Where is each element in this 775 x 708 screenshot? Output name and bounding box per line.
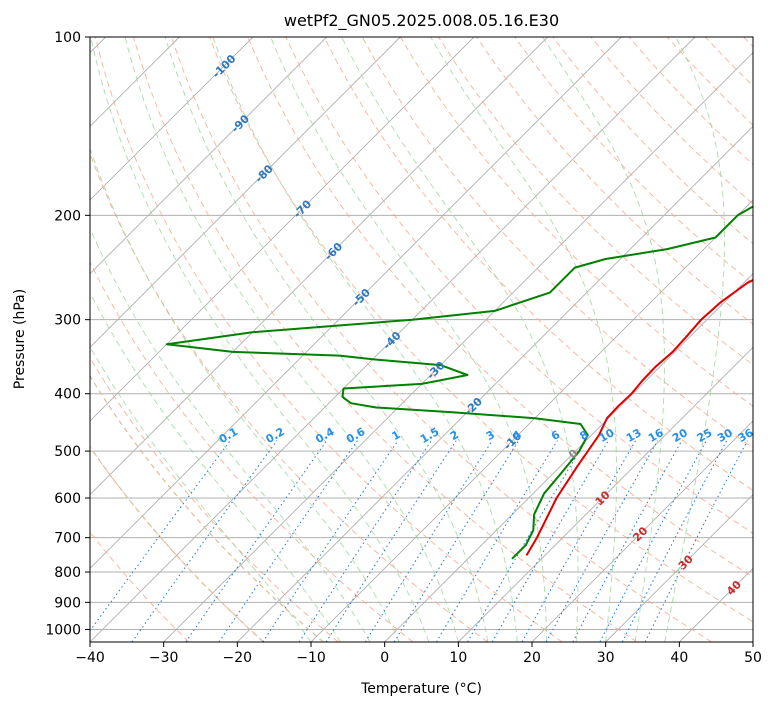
isotherm-line [90, 37, 254, 201]
y-tick-label: 900 [54, 595, 81, 611]
mixing-ratio-lines [90, 440, 748, 642]
theta-e-line [90, 374, 324, 642]
moist-adiabat-line [164, 37, 489, 642]
y-axis-label: Pressure (hPa) [12, 289, 28, 389]
mixing-ratio-line [491, 440, 609, 642]
theta-e-lines [90, 374, 324, 642]
moist-adiabat-line [90, 291, 341, 642]
isotherm-line [90, 37, 622, 569]
moist-adiabat-line [90, 345, 312, 642]
mixing-ratio-line [185, 440, 328, 642]
x-tick-label: −30 [149, 650, 179, 666]
y-tick-label: 800 [54, 565, 81, 581]
mixing-ratio-line [393, 440, 520, 642]
mixing-ratio-line [644, 440, 748, 642]
dry-adiabat-line [323, 37, 753, 491]
moist-adiabat-line [90, 227, 371, 642]
mixing-ratio-line [298, 440, 432, 642]
mixing-ratio-line [521, 440, 637, 642]
x-tick-label: 40 [670, 650, 688, 666]
isotherm-line [90, 37, 475, 422]
isotherm-line [605, 494, 753, 642]
x-axis-ticks: −40 −30 −20 −10 0 10 20 30 40 50 [75, 642, 762, 666]
y-tick-label: 400 [54, 387, 81, 403]
moist-adiabat-line [270, 37, 548, 642]
x-tick-label: 30 [597, 650, 615, 666]
mixing-ratio-line [572, 440, 683, 642]
x-tick-label: 50 [744, 650, 762, 666]
x-axis-label: Temperature (°C) [360, 681, 482, 697]
isobars [90, 37, 753, 630]
dry-adiabat-line [209, 37, 753, 623]
mixing-ratio-line [131, 440, 278, 642]
isotherm-line [531, 420, 753, 642]
y-tick-label: 700 [54, 531, 81, 547]
x-tick-label: 0 [380, 650, 389, 666]
moist-adiabat-line [212, 37, 518, 642]
x-tick-label: −20 [223, 650, 253, 666]
moist-adiabat-line [542, 37, 665, 642]
mixing-ratio-line [545, 440, 659, 642]
isotherm-line [90, 37, 327, 275]
dry-adiabat-line [476, 37, 753, 325]
moist-adiabat-line [90, 37, 430, 642]
moist-adiabat-line [430, 37, 617, 642]
isotherm-line [384, 273, 753, 642]
mixing-ratio-label: 36 [736, 426, 756, 445]
x-tick-label: −10 [296, 650, 326, 666]
mixing-ratio-line [599, 440, 707, 642]
y-tick-label: 200 [54, 208, 81, 224]
dry-adiabat-line [285, 37, 753, 535]
x-tick-label: −40 [75, 650, 105, 666]
profile-lines [165, 205, 753, 560]
y-tick-label: 500 [54, 444, 81, 460]
y-tick-label: 300 [54, 313, 81, 329]
dry-adiabat-line [90, 261, 414, 642]
x-tick-label: 10 [449, 650, 467, 666]
isotherm-line [458, 346, 753, 642]
mixing-ratio-line [467, 440, 587, 642]
dry-adiabat-line [247, 37, 753, 578]
x-tick-label: 20 [523, 650, 541, 666]
y-tick-label: 100 [54, 30, 81, 46]
plot-area: -100-90-80-70-60-50-40-30-20-100.1 0.2 0.4… [90, 37, 756, 642]
y-axis-ticks: 100 200 300 400 500 600 700 800 900 1000 [45, 30, 90, 638]
theta-e-line [90, 445, 264, 642]
y-tick-label: 1000 [45, 622, 81, 638]
isotherms [90, 37, 753, 642]
chart-title: wetPf2_GN05.2025.008.05.16.E30 [284, 11, 559, 31]
isotherm-line [90, 37, 401, 348]
dry-adiabat-line [171, 37, 712, 642]
temperature-line [525, 278, 753, 556]
moist-adiabats [90, 37, 726, 642]
y-tick-label: 600 [54, 491, 81, 507]
dewpoint-line [165, 205, 753, 560]
dry-adiabat-line [94, 37, 563, 642]
isotherm-line [90, 37, 696, 642]
isotherm-line [237, 125, 753, 642]
isotherm-line [163, 52, 753, 642]
moist-adiabat-line [341, 37, 579, 642]
isotherm-line [90, 37, 548, 496]
mixing-ratio-line [621, 440, 728, 642]
moist-adiabat-line [124, 37, 459, 642]
mixing-ratio-line [435, 440, 558, 642]
plot-frame [89, 36, 754, 643]
moist-adiabat-line [664, 37, 726, 642]
mixing-ratio-line [364, 440, 493, 642]
